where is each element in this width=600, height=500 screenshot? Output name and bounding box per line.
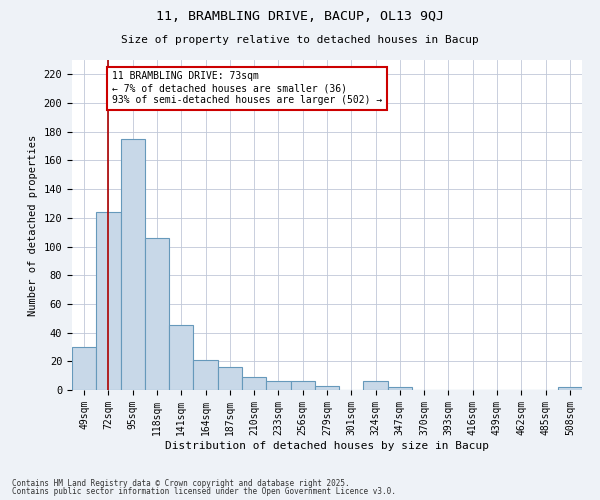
Bar <box>266 382 290 390</box>
Bar <box>72 347 96 390</box>
Bar <box>96 212 121 390</box>
X-axis label: Distribution of detached houses by size in Bacup: Distribution of detached houses by size … <box>165 440 489 450</box>
Text: Size of property relative to detached houses in Bacup: Size of property relative to detached ho… <box>121 35 479 45</box>
Text: 11, BRAMBLING DRIVE, BACUP, OL13 9QJ: 11, BRAMBLING DRIVE, BACUP, OL13 9QJ <box>156 10 444 23</box>
Y-axis label: Number of detached properties: Number of detached properties <box>28 134 38 316</box>
Bar <box>364 382 388 390</box>
Bar <box>242 377 266 390</box>
Text: Contains public sector information licensed under the Open Government Licence v3: Contains public sector information licen… <box>12 487 396 496</box>
Text: 11 BRAMBLING DRIVE: 73sqm
← 7% of detached houses are smaller (36)
93% of semi-d: 11 BRAMBLING DRIVE: 73sqm ← 7% of detach… <box>112 72 382 104</box>
Bar <box>169 326 193 390</box>
Bar <box>388 387 412 390</box>
Bar <box>218 367 242 390</box>
Bar <box>121 139 145 390</box>
Bar <box>145 238 169 390</box>
Bar <box>558 387 582 390</box>
Bar <box>315 386 339 390</box>
Bar <box>290 382 315 390</box>
Bar <box>193 360 218 390</box>
Text: Contains HM Land Registry data © Crown copyright and database right 2025.: Contains HM Land Registry data © Crown c… <box>12 478 350 488</box>
